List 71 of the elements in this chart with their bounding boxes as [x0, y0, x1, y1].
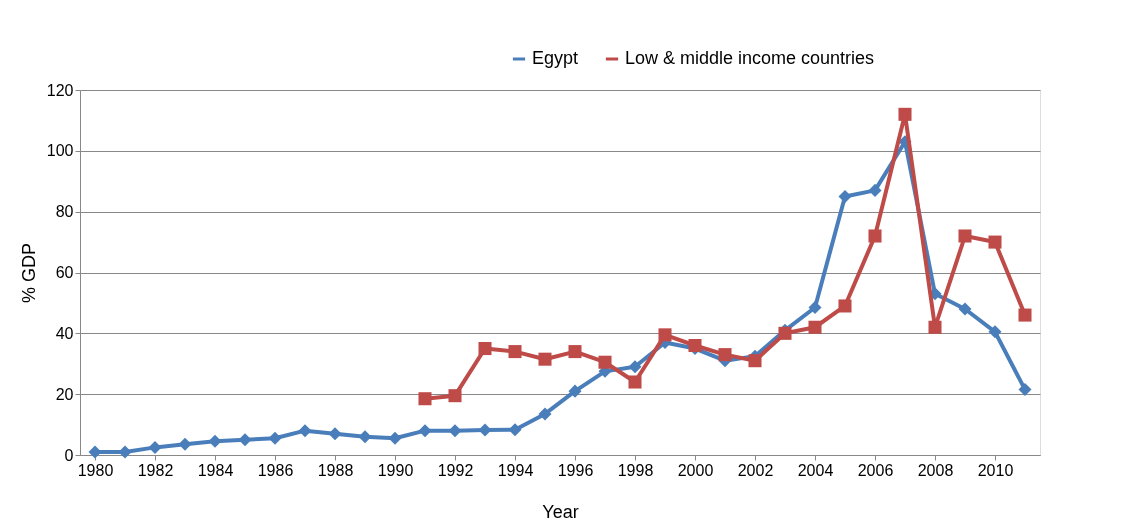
x-tick-label: 1992	[437, 461, 474, 479]
point	[988, 235, 1002, 249]
point	[808, 300, 822, 314]
x-tick-label: 2004	[797, 461, 834, 479]
point	[568, 384, 582, 398]
point	[328, 427, 342, 441]
point	[508, 345, 522, 359]
point	[208, 434, 222, 448]
point	[928, 320, 942, 334]
legend-label: Egypt	[532, 48, 579, 68]
y-tick-label: 120	[46, 81, 74, 99]
y-tick-label: 80	[55, 203, 74, 221]
x-tick-label: 1986	[257, 461, 294, 479]
point	[1018, 383, 1032, 397]
y-tick-label: 40	[55, 324, 74, 342]
point	[88, 445, 102, 459]
x-tick-label: 1988	[317, 461, 354, 479]
x-tick-label: 1982	[137, 461, 174, 479]
point	[988, 325, 1002, 339]
point	[658, 328, 672, 342]
y-tick-label: 100	[46, 142, 74, 160]
x-tick-label: 1980	[77, 461, 114, 479]
point	[838, 189, 852, 203]
point	[538, 352, 552, 366]
y-tick-label: 20	[55, 385, 74, 403]
point	[718, 348, 732, 362]
x-axis-title: Year	[542, 501, 579, 522]
point	[508, 423, 522, 437]
point	[478, 423, 492, 437]
point	[1018, 308, 1032, 322]
point	[838, 299, 852, 313]
point	[238, 433, 252, 447]
point	[868, 229, 882, 243]
point	[958, 229, 972, 243]
point	[448, 389, 462, 403]
point	[538, 407, 552, 421]
point	[148, 440, 162, 454]
point	[418, 392, 432, 406]
point	[688, 338, 702, 353]
point	[298, 424, 312, 438]
point	[598, 355, 612, 369]
point	[748, 354, 762, 368]
point	[898, 107, 912, 121]
point	[478, 342, 492, 356]
point	[448, 424, 462, 438]
point	[868, 183, 882, 197]
point	[628, 360, 642, 374]
x-tick-label: 2002	[737, 461, 774, 479]
x-tick-label: 2000	[677, 461, 714, 479]
point	[808, 320, 822, 334]
point	[568, 345, 582, 359]
y-tick-label: 60	[55, 264, 74, 281]
x-tick-label: 1984	[197, 461, 234, 479]
x-tick-label: 2010	[977, 461, 1014, 479]
point	[118, 445, 132, 459]
x-tick-label: 2006	[857, 461, 894, 479]
point	[418, 424, 432, 438]
point	[958, 302, 972, 316]
point	[628, 375, 642, 389]
x-tick-label: 2008	[917, 461, 954, 479]
x-tick-label: 1994	[497, 461, 534, 479]
point	[178, 437, 192, 451]
point	[388, 431, 402, 445]
x-tick-label: 1996	[557, 461, 594, 479]
x-tick-label: 1998	[617, 461, 654, 479]
x-tick-label: 1990	[377, 461, 414, 479]
point	[358, 430, 372, 444]
y-axis-title: % GDP	[18, 242, 39, 304]
y-tick-label: 0	[64, 446, 74, 464]
point	[268, 431, 282, 445]
legend-label: Low & middle income countries	[625, 48, 875, 68]
